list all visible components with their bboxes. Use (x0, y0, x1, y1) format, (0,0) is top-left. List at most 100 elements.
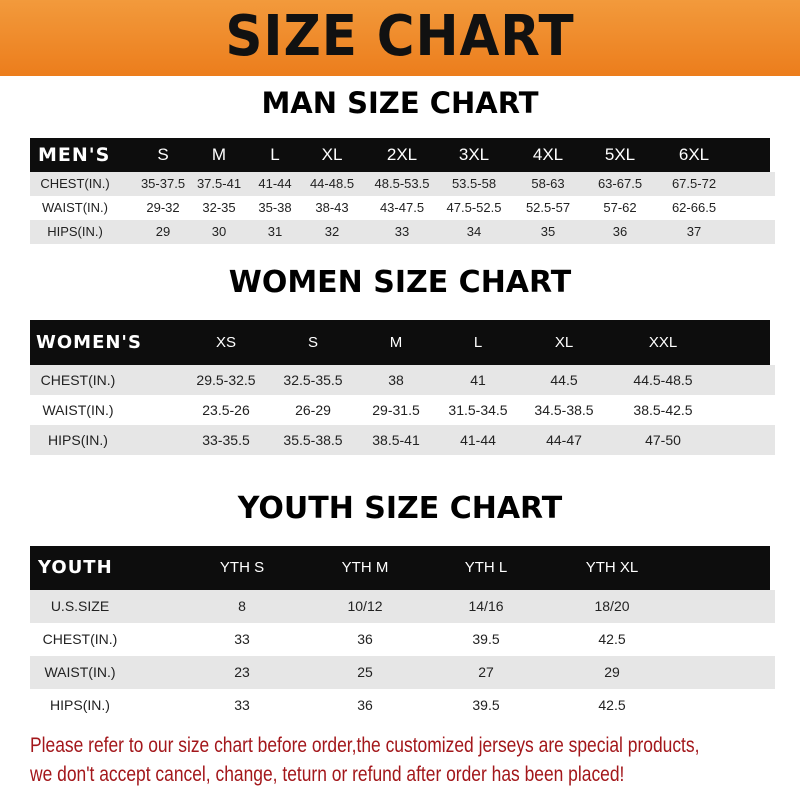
table-cell: 30 (211, 224, 227, 239)
table-cell: 36 (357, 697, 373, 713)
table-cell: 36 (357, 631, 373, 647)
table-cell: 33 (234, 697, 250, 713)
row-label: CHEST(IN.) (40, 176, 110, 191)
table-cell: 29 (155, 224, 171, 239)
table-cell: 29.5-32.5 (196, 372, 256, 388)
table-cell: 35-37.5 (140, 176, 186, 191)
men-section-title: MAN SIZE CHART (261, 86, 539, 120)
table-cell: 38.5-42.5 (633, 402, 693, 418)
table-cell: 29-31.5 (372, 402, 420, 418)
table-cell: 33-35.5 (202, 432, 250, 448)
table-cell: 31 (267, 224, 283, 239)
table-cell: 48.5-53.5 (374, 176, 430, 191)
row-label: WAIST(IN.) (44, 664, 116, 680)
row-label: HIPS(IN.) (48, 432, 108, 448)
women-header-row: WOMEN'S XS S M L XL XXL (30, 320, 770, 365)
page-title: SIZE CHART (225, 4, 575, 69)
table-group-label: MEN'S (38, 144, 111, 166)
table-cell: 39.5 (472, 631, 500, 647)
notice-line-2: we don't accept cancel, change, teturn o… (30, 763, 625, 786)
table-cell: 36 (612, 224, 628, 239)
table-cell: 34.5-38.5 (534, 402, 594, 418)
women-section-title: WOMEN SIZE CHART (228, 265, 572, 300)
table-cell: 44-48.5 (309, 176, 355, 191)
notice-line-1: Please refer to our size chart before or… (30, 734, 700, 757)
table-cell: 47.5-52.5 (446, 200, 502, 215)
table-cell: 43-47.5 (379, 200, 425, 215)
column-header: S (157, 145, 169, 164)
table-row: WAIST(IN.) 29-32 32-35 35-38 38-43 43-47.5 47.… (30, 196, 775, 220)
table-cell: 29 (604, 664, 620, 680)
table-cell: 44.5 (550, 372, 578, 388)
column-header: 4XL (532, 145, 564, 164)
table-cell: 18/20 (594, 598, 630, 614)
table-cell: 37.5-41 (196, 176, 242, 191)
table-cell: 62-66.5 (671, 200, 717, 215)
table-cell: 35 (540, 224, 556, 239)
column-header: 5XL (604, 145, 636, 164)
column-header: M (389, 334, 403, 351)
table-cell: 41-44 (258, 176, 292, 191)
row-label: HIPS(IN.) (50, 697, 110, 713)
table-cell: 14/16 (468, 598, 504, 614)
table-cell: 52.5-57 (525, 200, 571, 215)
table-cell: 44-47 (546, 432, 582, 448)
table-cell: 34 (466, 224, 482, 239)
table-cell: 10/12 (347, 598, 383, 614)
table-cell: 33 (234, 631, 250, 647)
table-cell: 38 (388, 372, 404, 388)
table-cell: 53.5-58 (451, 176, 497, 191)
table-cell: 37 (686, 224, 702, 239)
table-cell: 67.5-72 (671, 176, 717, 191)
table-row: WAIST(IN.) 23.5-26 26-29 29-31.5 31.5-34.5 34… (30, 395, 775, 425)
table-group-label: WOMEN'S (36, 332, 142, 353)
youth-header-row: YOUTH YTH S YTH M YTH L YTH XL (30, 546, 770, 590)
table-cell: 47-50 (645, 432, 681, 448)
row-label: HIPS(IN.) (47, 224, 103, 239)
row-label: CHEST(IN.) (42, 631, 118, 647)
column-header: 6XL (678, 145, 710, 164)
column-header: YTH M (341, 559, 389, 576)
table-cell: 31.5-34.5 (448, 402, 508, 418)
column-header: L (473, 334, 483, 351)
table-cell: 38-43 (315, 200, 349, 215)
table-row: HIPS(IN.) 29 30 31 32 33 34 35 36 37 (30, 220, 775, 244)
table-cell: 42.5 (598, 697, 626, 713)
table-cell: 63-67.5 (597, 176, 643, 191)
row-label: WAIST(IN.) (42, 200, 108, 215)
men-header-row: MEN'S S M L XL 2XL 3XL 4XL 5XL 6XL (30, 138, 770, 172)
table-cell: 26-29 (295, 402, 331, 418)
table-cell: 35.5-38.5 (283, 432, 343, 448)
table-cell: 33 (394, 224, 410, 239)
column-header: M (211, 145, 227, 164)
table-cell: 32.5-35.5 (283, 372, 343, 388)
table-row: HIPS(IN.) 33 36 39.5 42.5 (30, 689, 775, 722)
table-cell: 38.5-41 (372, 432, 420, 448)
table-row: WAIST(IN.) 23 25 27 29 (30, 656, 775, 689)
table-cell: 32 (324, 224, 340, 239)
table-cell: 41 (470, 372, 486, 388)
column-header: 3XL (458, 145, 490, 164)
table-row: HIPS(IN.) 33-35.5 35.5-38.5 38.5-41 41-44 44-… (30, 425, 775, 455)
table-cell: 32-35 (202, 200, 236, 215)
column-header: L (270, 145, 280, 164)
table-row: CHEST(IN.) 29.5-32.5 32.5-35.5 38 41 44.5 44.5… (30, 365, 775, 395)
column-header: XXL (648, 334, 678, 351)
table-group-label: YOUTH (38, 557, 113, 578)
table-cell: 58-63 (531, 176, 565, 191)
table-row: U.S.SIZE 8 10/12 14/16 18/20 (30, 590, 775, 623)
column-header: 2XL (386, 145, 418, 164)
column-header: YTH S (219, 559, 265, 576)
column-header: YTH L (464, 559, 508, 576)
youth-section-title: YOUTH SIZE CHART (237, 491, 563, 526)
table-cell: 27 (478, 664, 494, 680)
table-cell: 41-44 (460, 432, 496, 448)
row-label: U.S.SIZE (50, 598, 110, 614)
table-cell: 23 (234, 664, 250, 680)
row-label: WAIST(IN.) (42, 402, 114, 418)
table-row: CHEST(IN.) 33 36 39.5 42.5 (30, 623, 775, 656)
row-label: CHEST(IN.) (40, 372, 116, 388)
column-header: XS (215, 334, 237, 351)
title-banner: SIZE CHART (0, 0, 800, 76)
table-row: CHEST(IN.) 35-37.5 37.5-41 41-44 44-48.5 48.5… (30, 172, 775, 196)
